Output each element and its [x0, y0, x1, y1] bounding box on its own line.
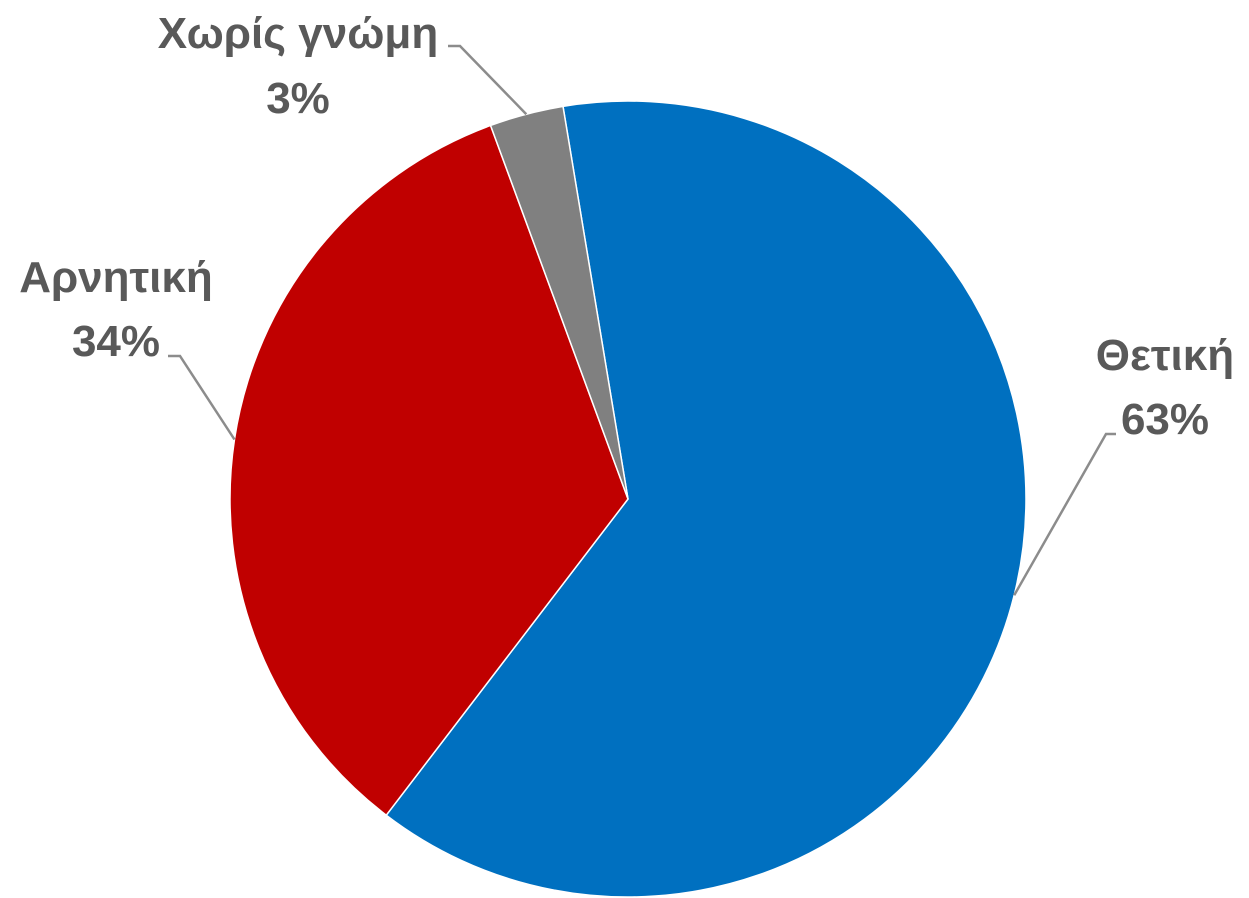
leader-line-no-opinion	[448, 44, 528, 116]
leader-line-positive	[1013, 432, 1116, 596]
data-label-category-positive: Θετική	[1096, 331, 1234, 380]
data-labels: Θετική 63% Αρνητική 34% Χωρίς γνώμη 3%	[19, 9, 1234, 444]
data-label-category-no-opinion: Χωρίς γνώμη	[158, 9, 438, 58]
leader-line-negative	[168, 354, 236, 441]
data-label-category-negative: Αρνητική	[19, 253, 213, 302]
pie-slice-positive	[385, 100, 1027, 898]
data-label-value-no-opinion: 3%	[266, 74, 330, 123]
data-label-value-positive: 63%	[1121, 395, 1209, 444]
pie-slice-no-opinion	[489, 105, 629, 500]
pie-slices	[229, 100, 1027, 898]
leader-lines	[168, 44, 1116, 596]
data-label-value-negative: 34%	[72, 317, 160, 366]
